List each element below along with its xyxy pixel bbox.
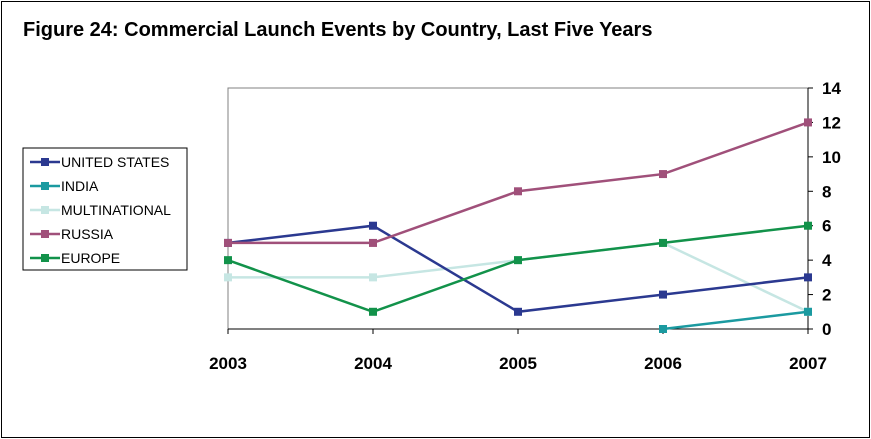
legend-label: MULTINATIONAL xyxy=(61,202,171,218)
series-india xyxy=(659,307,812,333)
series-multinational xyxy=(224,238,812,316)
data-point-russia xyxy=(804,118,812,127)
x-tick-label: 2003 xyxy=(209,354,247,373)
legend-label: EUROPE xyxy=(61,250,120,266)
y-tick-label: 14 xyxy=(822,79,841,98)
figure-title: Figure 24: Commercial Launch Events by C… xyxy=(23,19,653,41)
legend-label: INDIA xyxy=(61,178,99,194)
data-point-united-states xyxy=(369,221,377,230)
plot-area-border xyxy=(227,87,809,330)
y-tick-label: 0 xyxy=(822,320,831,339)
y-tick-label: 6 xyxy=(822,217,831,236)
series-russia xyxy=(224,118,812,247)
x-tick-label: 2006 xyxy=(644,354,682,373)
chart-legend: UNITED STATES INDIA MULTINATIONAL RUSSIA EUR… xyxy=(22,147,188,271)
y-tick-label: 4 xyxy=(822,251,832,270)
data-point-india xyxy=(804,307,812,316)
data-point-united-states xyxy=(659,290,667,299)
series-europe xyxy=(224,221,812,316)
data-point-russia xyxy=(224,238,232,247)
x-tick-label: 2004 xyxy=(354,354,392,373)
series-line-india xyxy=(662,310,809,331)
data-point-united-states xyxy=(514,307,522,316)
y-tick-label: 10 xyxy=(822,148,841,167)
data-point-multinational xyxy=(224,273,232,282)
data-point-united-states xyxy=(804,273,812,282)
y-tick-label: 12 xyxy=(822,113,841,132)
y-tick-label: 2 xyxy=(822,286,831,305)
x-tick-label: 2005 xyxy=(499,354,537,373)
data-point-multinational xyxy=(369,273,377,282)
legend-item-europe: EUROPE xyxy=(30,250,120,266)
legend-swatch-marker xyxy=(41,182,49,190)
series-line-russia xyxy=(228,121,809,245)
legend-item-russia: RUSSIA xyxy=(30,226,114,242)
data-point-europe xyxy=(369,307,377,316)
legend-swatch-marker xyxy=(41,254,49,262)
legend-swatch-marker xyxy=(41,230,49,238)
legend-label: UNITED STATES xyxy=(61,154,169,170)
legend-item-multinational: MULTINATIONAL xyxy=(30,202,171,218)
chart-series-layer xyxy=(224,118,812,333)
series-line-multinational xyxy=(228,241,809,313)
legend-swatch-marker xyxy=(41,206,49,214)
y-tick-label: 8 xyxy=(822,182,831,201)
data-point-europe xyxy=(224,256,232,265)
data-point-russia xyxy=(514,187,522,196)
legend-item-india: INDIA xyxy=(30,178,99,194)
x-tick-label: 2007 xyxy=(789,354,827,373)
data-point-europe xyxy=(514,256,522,265)
legend-item-united-states: UNITED STATES xyxy=(30,154,169,170)
data-point-india xyxy=(659,325,667,333)
data-point-europe xyxy=(804,221,812,230)
data-point-russia xyxy=(659,170,667,179)
series-line-united-states xyxy=(227,224,809,314)
data-point-europe xyxy=(659,238,667,247)
legend-label: RUSSIA xyxy=(61,226,114,242)
series-line-europe xyxy=(227,224,809,314)
legend-swatch-marker xyxy=(41,158,49,166)
chart-axes: 0 2 4 6 8 10 12 14 2003 2004 2005 2006 2007 xyxy=(209,79,841,373)
data-point-russia xyxy=(369,238,377,247)
